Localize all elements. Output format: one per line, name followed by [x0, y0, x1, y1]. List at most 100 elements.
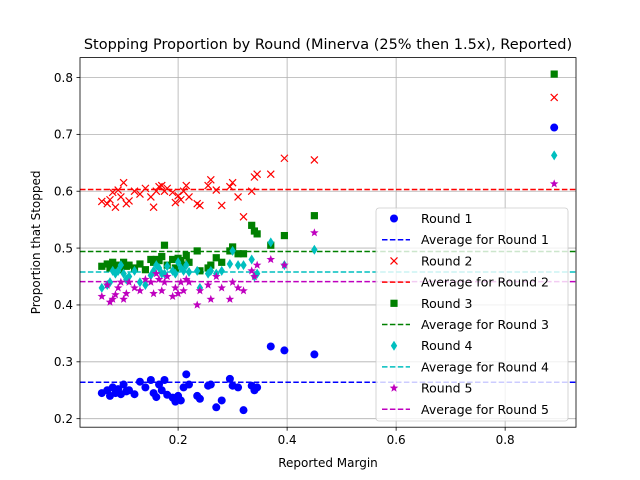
data-point	[184, 277, 194, 286]
legend-label-average-round-4: Average for Round 4	[421, 359, 549, 374]
data-point	[106, 195, 114, 204]
y-tick-label: 0.5	[54, 241, 73, 255]
data-point	[162, 272, 172, 281]
y-tick-label: 0.7	[54, 128, 73, 142]
data-point	[97, 291, 107, 301]
data-point	[185, 380, 194, 389]
data-point	[266, 170, 275, 179]
data-point	[164, 261, 171, 272]
data-point	[119, 178, 128, 187]
data-point	[193, 247, 201, 255]
legend-label-round-5: Round 5	[421, 381, 472, 396]
data-point	[266, 342, 275, 351]
data-point	[310, 228, 319, 237]
data-point	[218, 258, 226, 266]
data-point	[172, 268, 179, 279]
data-point	[228, 178, 237, 187]
data-point	[217, 396, 226, 405]
data-point	[311, 244, 318, 255]
data-point	[266, 254, 276, 264]
data-point	[206, 294, 216, 303]
data-point	[248, 254, 255, 265]
data-point	[218, 265, 225, 276]
data-point	[111, 290, 120, 299]
data-point	[155, 256, 163, 265]
data-point	[267, 237, 274, 248]
x-tick-label: 0.8	[496, 433, 515, 447]
data-point	[182, 274, 191, 283]
data-point	[206, 380, 215, 389]
data-point	[195, 394, 204, 403]
data-point	[141, 274, 150, 283]
data-point	[136, 260, 144, 268]
data-point	[247, 266, 256, 275]
data-point	[250, 272, 259, 281]
data-point	[116, 192, 125, 201]
data-point	[157, 386, 166, 395]
data-point	[173, 289, 183, 298]
data-point	[117, 260, 125, 271]
data-point	[176, 277, 186, 286]
data-point	[240, 260, 247, 271]
data-point	[157, 181, 166, 190]
data-point	[116, 277, 126, 286]
data-point	[550, 123, 559, 132]
data-point	[124, 277, 134, 286]
data-point	[247, 187, 256, 196]
data-point	[160, 277, 169, 286]
data-point	[103, 260, 111, 268]
x-axis: 0.2 0.4 0.6 0.8	[169, 427, 515, 447]
series-round-1	[97, 123, 559, 415]
data-point	[233, 283, 243, 292]
data-point	[108, 294, 117, 303]
data-point	[119, 380, 128, 389]
data-point	[212, 254, 220, 262]
y-axis-label: Proportion that Stopped	[29, 170, 43, 314]
data-point	[97, 197, 106, 206]
data-point	[168, 188, 177, 197]
data-point	[109, 258, 117, 266]
data-point	[158, 253, 166, 261]
y-tick-label: 0.6	[54, 185, 73, 199]
data-point	[185, 266, 193, 277]
data-point	[152, 393, 161, 402]
data-point	[161, 268, 168, 279]
data-point	[234, 192, 242, 201]
series-round-5	[97, 179, 559, 309]
data-point	[160, 376, 169, 385]
data-point	[120, 258, 128, 266]
data-point	[147, 270, 155, 281]
data-point	[234, 383, 243, 392]
data-point	[234, 260, 242, 271]
legend-marker-round-5	[389, 383, 399, 392]
data-point	[182, 370, 191, 379]
data-point	[185, 192, 193, 201]
data-point	[111, 203, 120, 212]
data-point	[239, 286, 248, 295]
data-point	[168, 291, 177, 301]
data-point	[130, 390, 139, 399]
data-point	[550, 93, 559, 102]
data-point	[550, 70, 558, 78]
data-point	[280, 231, 288, 240]
legend-marker-round-3	[390, 299, 398, 307]
data-point	[114, 186, 123, 195]
data-point	[146, 277, 156, 286]
data-point	[105, 297, 115, 306]
data-point	[131, 265, 138, 276]
data-point	[280, 154, 289, 163]
data-point	[136, 277, 144, 288]
data-point	[280, 346, 289, 355]
y-tick-label: 0.4	[54, 298, 73, 312]
x-tick-label: 0.2	[169, 433, 188, 447]
data-point	[120, 268, 127, 279]
data-point	[125, 261, 133, 269]
data-point	[310, 350, 319, 359]
y-tick-label: 0.8	[54, 71, 73, 85]
data-point	[280, 260, 289, 269]
data-point	[195, 286, 205, 295]
legend-label-average-round-1: Average for Round 1	[421, 232, 549, 247]
data-point	[130, 283, 139, 292]
data-point	[113, 283, 123, 292]
